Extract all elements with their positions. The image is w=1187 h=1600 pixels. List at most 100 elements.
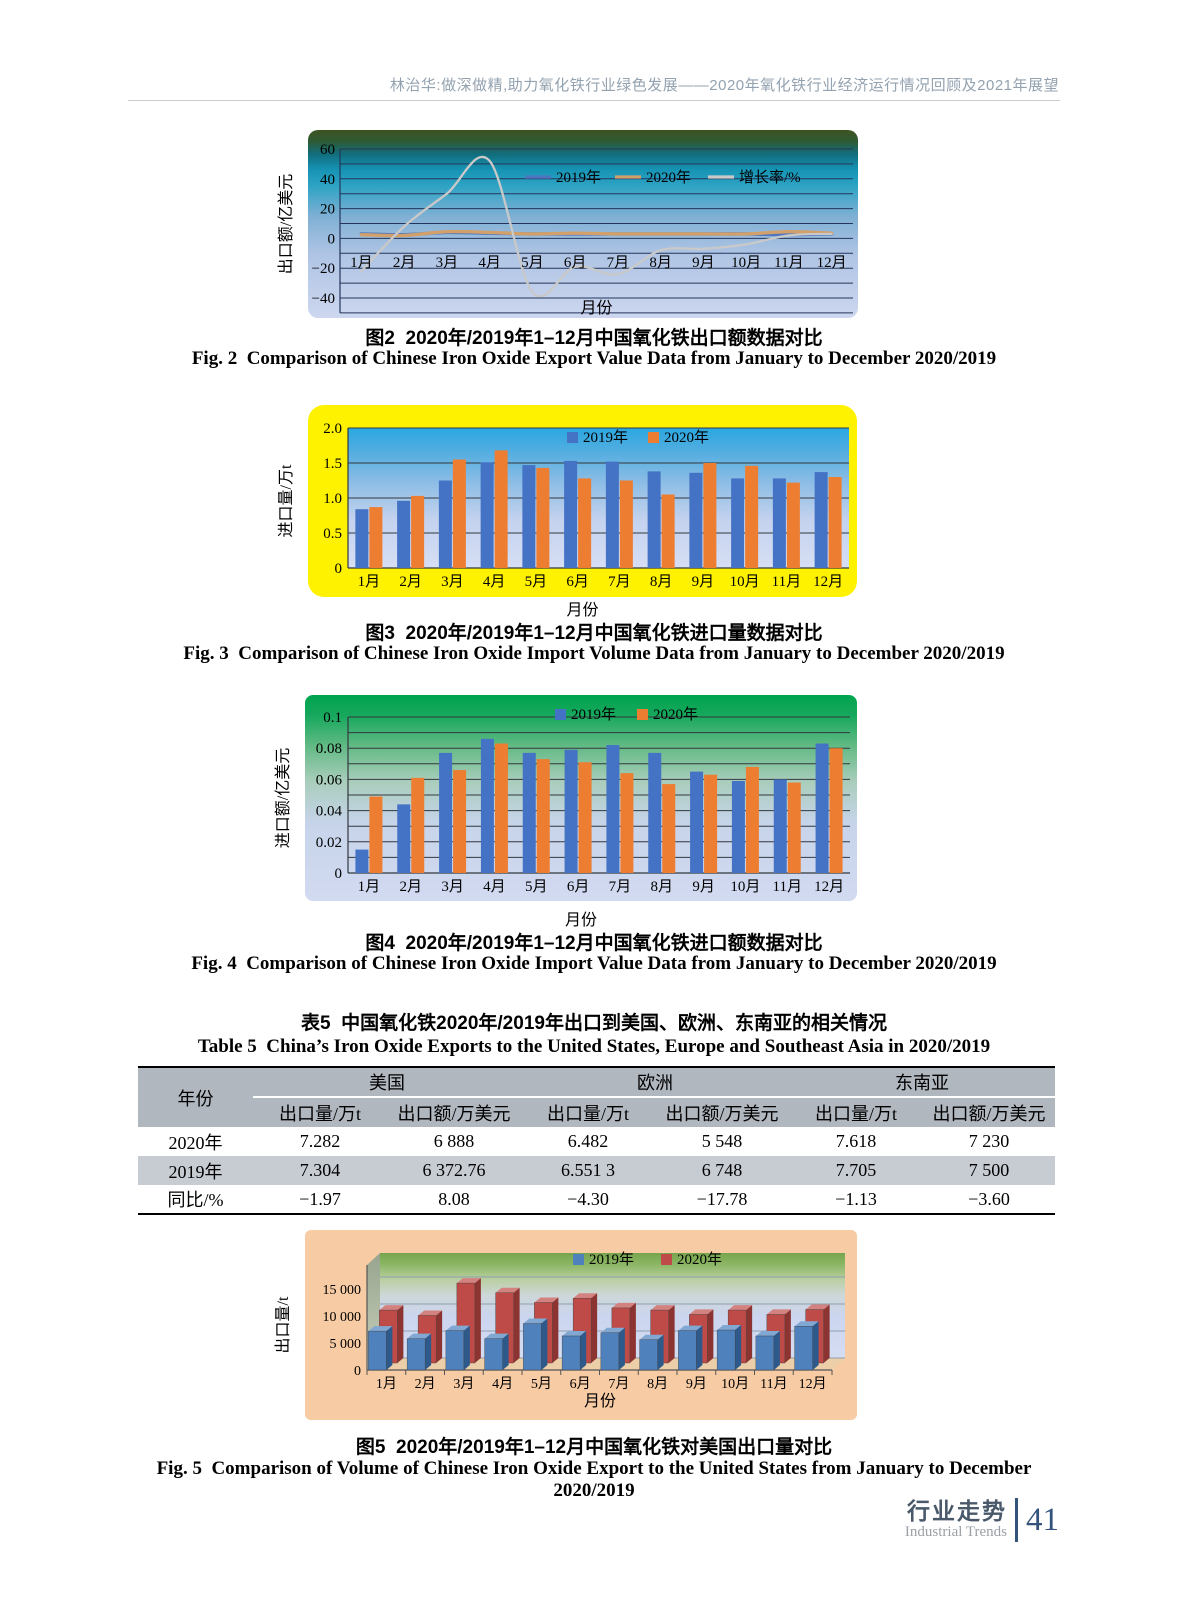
legend-swatch: [567, 432, 578, 443]
bar-2019年-side: [425, 1333, 432, 1370]
fig4-chart: 0 0.02 0.04 0.06 0.08 0.1 1月 2月 3月 4月 5月 6月 7月 8月 9月 10…: [305, 695, 857, 901]
legend-label: 2019年: [589, 1251, 634, 1268]
x-tick-label: 11月: [774, 255, 803, 271]
x-tick-label: 4月: [492, 1376, 513, 1392]
fig3-chart: 0 0.5 1.0 1.5 2.0 1月 2月 3月 4月 5月 6月 7月 8月 9月 10月 11月 12月…: [308, 405, 857, 597]
cell: −3.60: [968, 1188, 1010, 1209]
bar-2019年-top: [717, 1325, 742, 1331]
cell: 6 372.76: [422, 1160, 486, 1180]
fig4-caption-cn: 图4 2020年/2019年1–12月中国氧化铁进口额数据对比: [365, 933, 823, 954]
bar-2020年-side: [823, 1304, 830, 1363]
bar-2020年-side: [552, 1297, 559, 1363]
footer-section-cn: 行业走势: [907, 1498, 1007, 1524]
legend-label: 2020年: [664, 429, 709, 446]
bar-2019年: [406, 1338, 426, 1371]
bar-2020年-top: [418, 1310, 443, 1316]
bar-2020年-top: [611, 1302, 636, 1308]
bar-2020年-side: [474, 1278, 481, 1363]
legend-label: 2019年: [556, 169, 601, 186]
fig2-y-axis-title: 出口额/亿美元: [278, 173, 295, 275]
bar-2019年-top: [639, 1334, 664, 1340]
x-tick-label: 11月: [760, 1376, 787, 1392]
x-tick-label: 10月: [731, 255, 761, 271]
y-tick-label: 0.06: [316, 772, 343, 788]
cell: −17.78: [696, 1188, 748, 1209]
bar-2019年-top: [523, 1318, 548, 1324]
x-tick-label: 1月: [350, 255, 373, 271]
legend-label: 2020年: [653, 706, 698, 723]
y-tick-label: 20: [320, 202, 335, 218]
bar-2020年: [786, 482, 800, 568]
y-tick-label: 15 000: [323, 1283, 362, 1298]
bar-2019年: [647, 471, 661, 568]
y-tick-label: 2.0: [323, 421, 342, 437]
bar-2019年-side: [657, 1334, 664, 1370]
bar-2019年: [522, 752, 536, 873]
bar-2020年: [704, 774, 718, 873]
x-tick-label: 4月: [483, 879, 506, 895]
legend-swatch: [573, 1254, 584, 1265]
cell: 7.618: [835, 1131, 877, 1151]
bar-2020年-top: [766, 1309, 791, 1315]
bar-2019年: [355, 509, 369, 568]
cell: 6.482: [567, 1131, 609, 1151]
bar-2020年-side: [436, 1310, 443, 1363]
y-tick-label: −20: [312, 261, 335, 277]
y-tick-label: 0.1: [323, 710, 342, 726]
x-tick-label: 3月: [436, 255, 459, 271]
table-row: 2019年 7.304 6 372.76 6.551 3 6 748 7.705 7 500: [138, 1156, 1055, 1185]
cell: 5 548: [701, 1131, 743, 1151]
bar-2020年: [536, 467, 550, 568]
bar-2019年-side: [541, 1318, 548, 1370]
bar-2019年: [438, 480, 452, 568]
bar-2020年: [494, 450, 508, 568]
legend-swatch: [648, 432, 659, 443]
bar-2020年: [829, 748, 843, 873]
bar-2019年: [794, 1326, 813, 1371]
bar-2019年: [716, 1329, 736, 1371]
bar-2020年: [620, 773, 634, 873]
bar-2019年: [731, 780, 745, 873]
bar-2019年: [368, 1330, 387, 1371]
bar-2019年-top: [794, 1321, 819, 1327]
x-tick-label: 6月: [567, 879, 590, 895]
bar-2020年: [828, 477, 842, 568]
bar-2019年-top: [562, 1330, 587, 1336]
bar-2019年-top: [445, 1325, 470, 1331]
table5: 年份 美国 欧洲 东南亚 出口量/万t 出口额/万美元 出口量/万t 出口额/万美元 出口量/万…: [138, 1066, 1055, 1215]
bar-2019年: [522, 465, 536, 568]
bar-2020年: [787, 782, 801, 873]
x-tick-label: 3月: [441, 574, 464, 590]
fig5-caption-en: Fig. 5 Comparison of Volume of Chinese I…: [156, 1458, 1037, 1501]
x-tick-label: 12月: [817, 255, 847, 271]
x-tick-label: 8月: [650, 574, 673, 590]
bar-2019年-side: [502, 1333, 509, 1370]
x-tick-label: 7月: [609, 879, 632, 895]
bar-2019年: [523, 1323, 542, 1371]
bar-2019年: [561, 1335, 581, 1371]
bar-2019年: [397, 804, 411, 873]
bar-2019年: [815, 743, 829, 873]
cell: 6 748: [701, 1160, 743, 1180]
bar-2019年: [814, 472, 828, 568]
bar-2020年-top: [805, 1304, 830, 1310]
cell: −1.97: [299, 1188, 341, 1209]
line-series-2020年: [359, 229, 834, 238]
bar-2019年-side: [463, 1325, 470, 1370]
bar-2020年: [703, 463, 717, 568]
bar-2019年: [397, 500, 411, 568]
bar-2020年-top: [534, 1297, 559, 1303]
bar-2019年-top: [368, 1326, 393, 1332]
fig4-figure: 进口额/亿美元 0 0.02 0.04 0.06 0.08 0.1 1月 2月 3月 4月 5月 6月…: [265, 695, 857, 901]
bar-2020年: [411, 777, 425, 873]
x-tick-label: 3月: [453, 1376, 474, 1392]
col-header-region: 东南亚: [789, 1067, 1055, 1098]
col-subheader: 出口量/万t: [278, 1103, 361, 1124]
fig5-figure: 出口量/t 0 5 000 10 000 15 000 1月 2月 3月 4月 5月 6月 7月 8月…: [265, 1230, 857, 1420]
bar-2019年: [600, 1332, 620, 1371]
bar-2020年-top: [573, 1293, 598, 1299]
x-tick-label: 12月: [814, 879, 844, 895]
y-tick-label: −40: [312, 291, 335, 307]
x-tick-label: 9月: [692, 255, 715, 271]
bar-2019年: [564, 460, 578, 568]
